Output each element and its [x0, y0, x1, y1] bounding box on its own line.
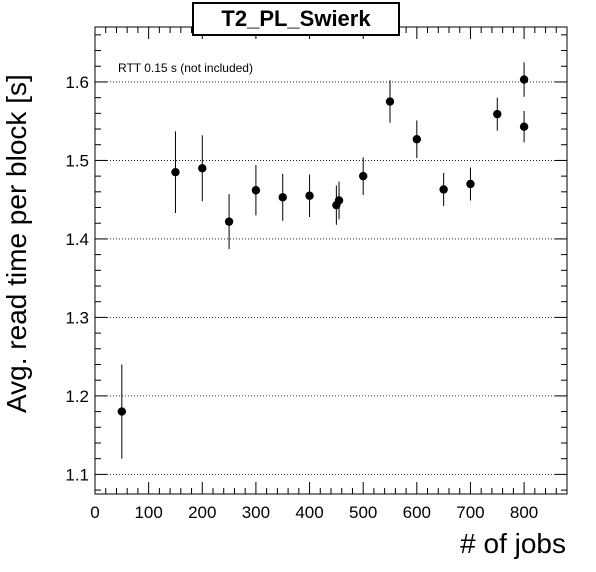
x-axis-label: # of jobs: [460, 528, 566, 559]
y-tick-label: 1.4: [65, 230, 89, 249]
data-point: [519, 122, 529, 131]
y-tick-label: 1.2: [65, 387, 89, 406]
x-tick-label: 800: [510, 503, 538, 522]
x-tick-label: 500: [349, 503, 377, 522]
y-axis-ticks: 1.1 1.2 1.3 1.4 1.5 1.6: [65, 34, 567, 491]
y-tick-label: 1.5: [65, 151, 89, 170]
data-point: [412, 135, 422, 144]
x-tick-label: 600: [403, 503, 431, 522]
x-tick-label: 400: [295, 503, 323, 522]
data-point: [198, 164, 207, 173]
data-point: [385, 97, 395, 106]
data-point: [334, 196, 344, 205]
y-tick-label: 1.1: [65, 465, 89, 484]
plot-frame: [94, 26, 568, 495]
y-tick-label: 1.3: [65, 308, 89, 327]
data-point: [224, 217, 234, 226]
data-point: [251, 186, 261, 195]
y-axis-label: Avg. read time per block [s]: [1, 74, 32, 413]
x-tick-label: 0: [90, 503, 99, 522]
chart-title: T2_PL_Swierk: [221, 6, 371, 31]
x-tick-label: 100: [134, 503, 162, 522]
data-point: [117, 407, 127, 416]
data-point: [358, 171, 368, 181]
data-point: [171, 168, 180, 177]
data-point: [493, 109, 502, 119]
rtt-annotation: RTT 0.15 s (not included): [118, 61, 253, 75]
x-axis-ticks: 0 100 200 300 400 500 600 700 800: [90, 27, 557, 522]
data-points: [117, 62, 529, 459]
data-point: [305, 191, 314, 200]
y-tick-label: 1.6: [65, 73, 89, 92]
data-point: [466, 179, 475, 189]
data-point: [278, 193, 287, 202]
data-point: [519, 75, 529, 84]
x-tick-label: 300: [242, 503, 270, 522]
title-box: T2_PL_Swierk: [192, 2, 400, 36]
data-point: [439, 185, 448, 194]
x-tick-label: 700: [456, 503, 484, 522]
x-tick-label: 200: [188, 503, 216, 522]
grid-lines: [95, 81, 567, 475]
